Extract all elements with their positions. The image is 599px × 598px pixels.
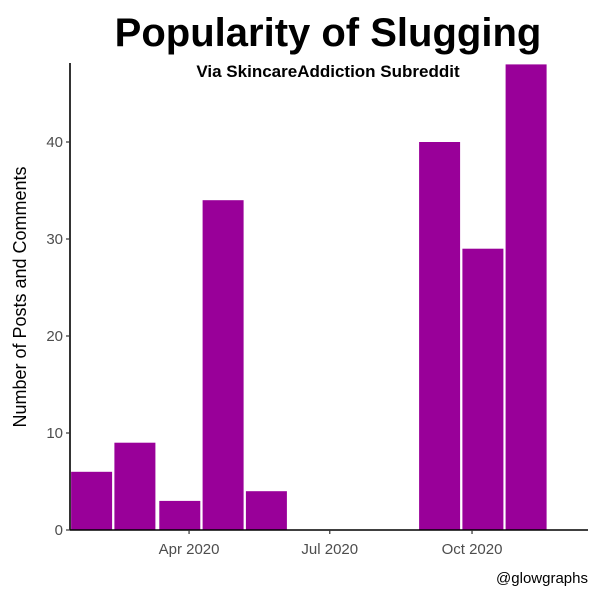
y-axis-title: Number of Posts and Comments bbox=[10, 166, 30, 427]
y-tick-label: 40 bbox=[46, 134, 63, 151]
bars-layer bbox=[71, 64, 547, 531]
x-tick-label: Jul 2020 bbox=[301, 541, 358, 558]
y-ticks-layer: 0 10 20 30 40 bbox=[46, 134, 70, 539]
bar bbox=[462, 248, 504, 530]
bar bbox=[202, 200, 244, 530]
bar bbox=[419, 142, 461, 530]
x-ticks-layer: Apr 2020 Jul 2020 Oct 2020 bbox=[159, 530, 503, 558]
bar bbox=[114, 442, 156, 530]
chart-caption: @glowgraphs bbox=[496, 570, 588, 587]
chart-subtitle: Via SkincareAddiction Subreddit bbox=[196, 62, 460, 81]
x-tick-label: Apr 2020 bbox=[159, 541, 220, 558]
bar bbox=[245, 491, 287, 530]
y-tick-label: 10 bbox=[46, 425, 63, 442]
x-tick-label: Oct 2020 bbox=[442, 541, 503, 558]
y-tick-label: 20 bbox=[46, 328, 63, 345]
bar bbox=[159, 500, 201, 530]
chart-title: Popularity of Slugging bbox=[115, 11, 542, 55]
bar bbox=[505, 64, 547, 531]
y-tick-label: 0 bbox=[55, 522, 63, 539]
y-tick-label: 30 bbox=[46, 231, 63, 248]
bar bbox=[71, 471, 113, 530]
